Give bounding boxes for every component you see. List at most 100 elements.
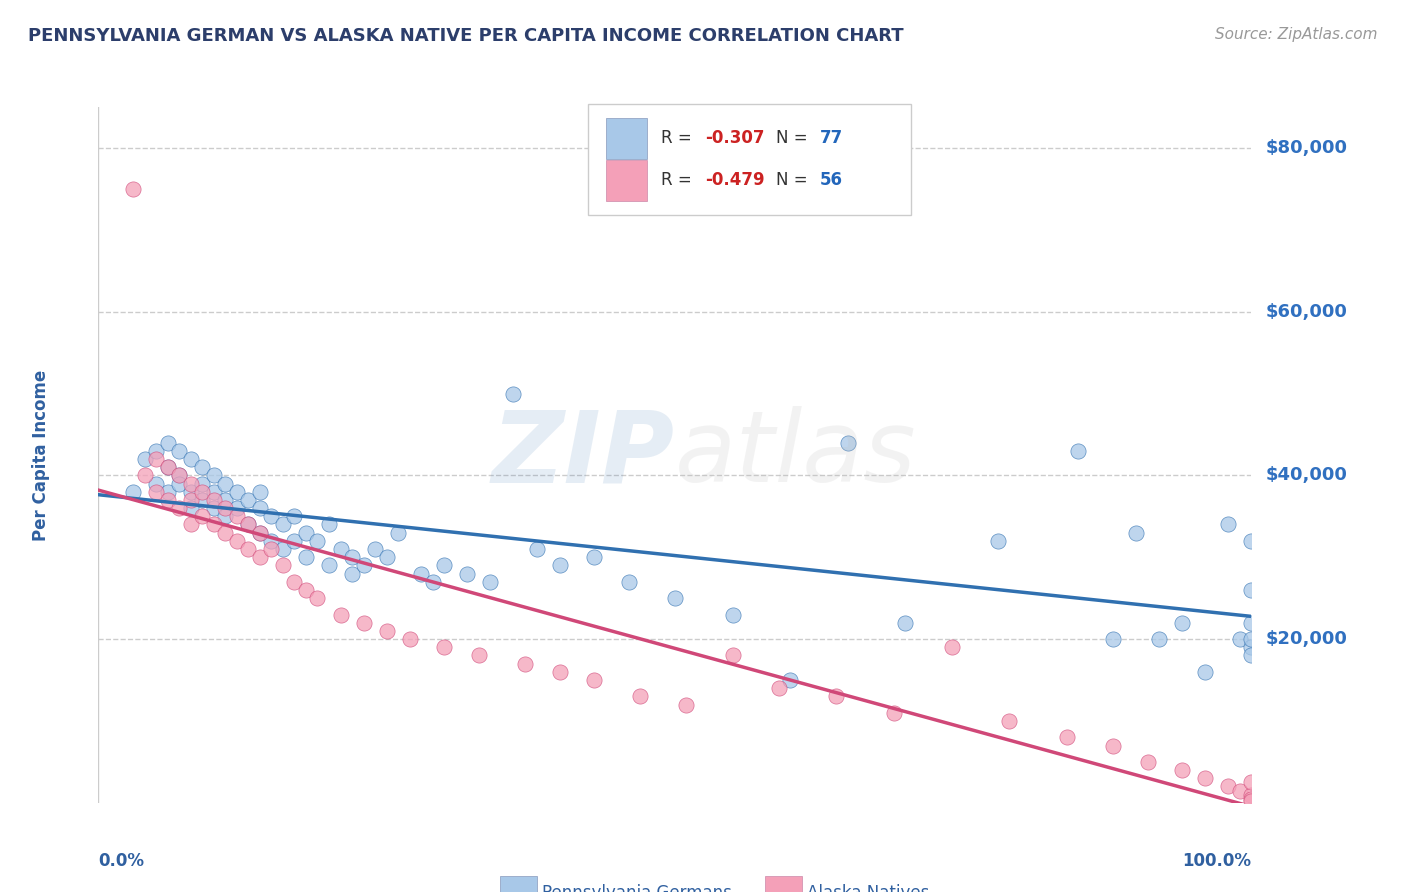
Text: $40,000: $40,000 (1265, 467, 1347, 484)
Point (225, 509, 247, 524)
Point (145, 484, 167, 499)
Point (1240, 648, 1263, 663)
Point (191, 492, 214, 507)
Point (295, 550, 318, 565)
Point (225, 484, 247, 499)
Point (721, 648, 744, 663)
Text: 56: 56 (820, 171, 844, 189)
Point (617, 574, 640, 589)
Point (214, 476, 236, 491)
Point (318, 517, 340, 532)
Text: Pennsylvania Germans: Pennsylvania Germans (543, 884, 733, 892)
Point (894, 615, 917, 630)
Point (1194, 665, 1216, 679)
Text: R =: R = (661, 171, 697, 189)
Point (987, 533, 1010, 548)
Point (1240, 582, 1263, 597)
Point (883, 706, 905, 720)
Point (479, 574, 502, 589)
Point (837, 435, 859, 450)
Point (1102, 632, 1125, 646)
Point (191, 460, 214, 475)
Point (145, 443, 167, 458)
Point (180, 492, 202, 507)
Point (145, 452, 167, 467)
FancyBboxPatch shape (606, 118, 647, 159)
Point (340, 550, 363, 565)
Text: $80,000: $80,000 (1265, 139, 1347, 157)
Point (156, 435, 179, 450)
Point (1125, 525, 1147, 540)
Point (167, 501, 190, 516)
Point (1240, 615, 1263, 630)
Point (167, 443, 190, 458)
Text: Alaska Natives: Alaska Natives (807, 884, 929, 892)
Point (238, 492, 260, 507)
Point (583, 550, 606, 565)
Point (353, 615, 375, 630)
Point (214, 501, 236, 516)
FancyBboxPatch shape (606, 160, 647, 201)
Point (1240, 640, 1263, 655)
Point (1147, 632, 1170, 646)
Text: N =: N = (776, 171, 813, 189)
Point (1056, 731, 1078, 745)
Point (249, 501, 271, 516)
Point (202, 492, 225, 507)
Point (1240, 775, 1263, 789)
Point (295, 525, 318, 540)
Point (156, 492, 179, 507)
Point (329, 607, 352, 622)
Point (271, 517, 294, 532)
Point (583, 673, 606, 687)
Point (156, 460, 179, 475)
Point (548, 558, 571, 573)
Point (825, 690, 848, 704)
Text: Source: ZipAtlas.com: Source: ZipAtlas.com (1215, 27, 1378, 42)
Point (1240, 788, 1263, 802)
Point (238, 542, 260, 557)
Text: -0.479: -0.479 (704, 171, 765, 189)
Point (283, 509, 305, 524)
Text: 100.0%: 100.0% (1182, 852, 1251, 870)
Point (225, 533, 247, 548)
Point (180, 517, 202, 532)
Point (1240, 632, 1263, 646)
Point (283, 574, 305, 589)
Point (422, 574, 444, 589)
Point (134, 468, 156, 483)
Point (1067, 443, 1090, 458)
Point (295, 582, 318, 597)
Point (340, 566, 363, 581)
Point (260, 542, 283, 557)
Point (628, 690, 651, 704)
Text: N =: N = (776, 129, 813, 147)
Point (1229, 632, 1251, 646)
Point (134, 452, 156, 467)
Text: atlas: atlas (675, 407, 917, 503)
Point (1171, 763, 1194, 777)
Point (318, 558, 340, 573)
Point (225, 501, 247, 516)
Point (180, 452, 202, 467)
Point (271, 542, 294, 557)
Point (180, 476, 202, 491)
Point (779, 673, 801, 687)
Point (249, 550, 271, 565)
Point (1136, 755, 1159, 769)
Text: ZIP: ZIP (492, 407, 675, 503)
Point (180, 484, 202, 499)
Text: R =: R = (661, 129, 697, 147)
Point (167, 468, 190, 483)
Point (191, 509, 214, 524)
Point (1240, 794, 1263, 808)
Point (502, 386, 524, 401)
Point (1218, 780, 1240, 794)
Point (191, 476, 214, 491)
Text: 0.0%: 0.0% (98, 852, 145, 870)
Point (238, 517, 260, 532)
Point (167, 476, 190, 491)
Point (1240, 533, 1263, 548)
Point (1229, 783, 1251, 797)
Point (202, 501, 225, 516)
